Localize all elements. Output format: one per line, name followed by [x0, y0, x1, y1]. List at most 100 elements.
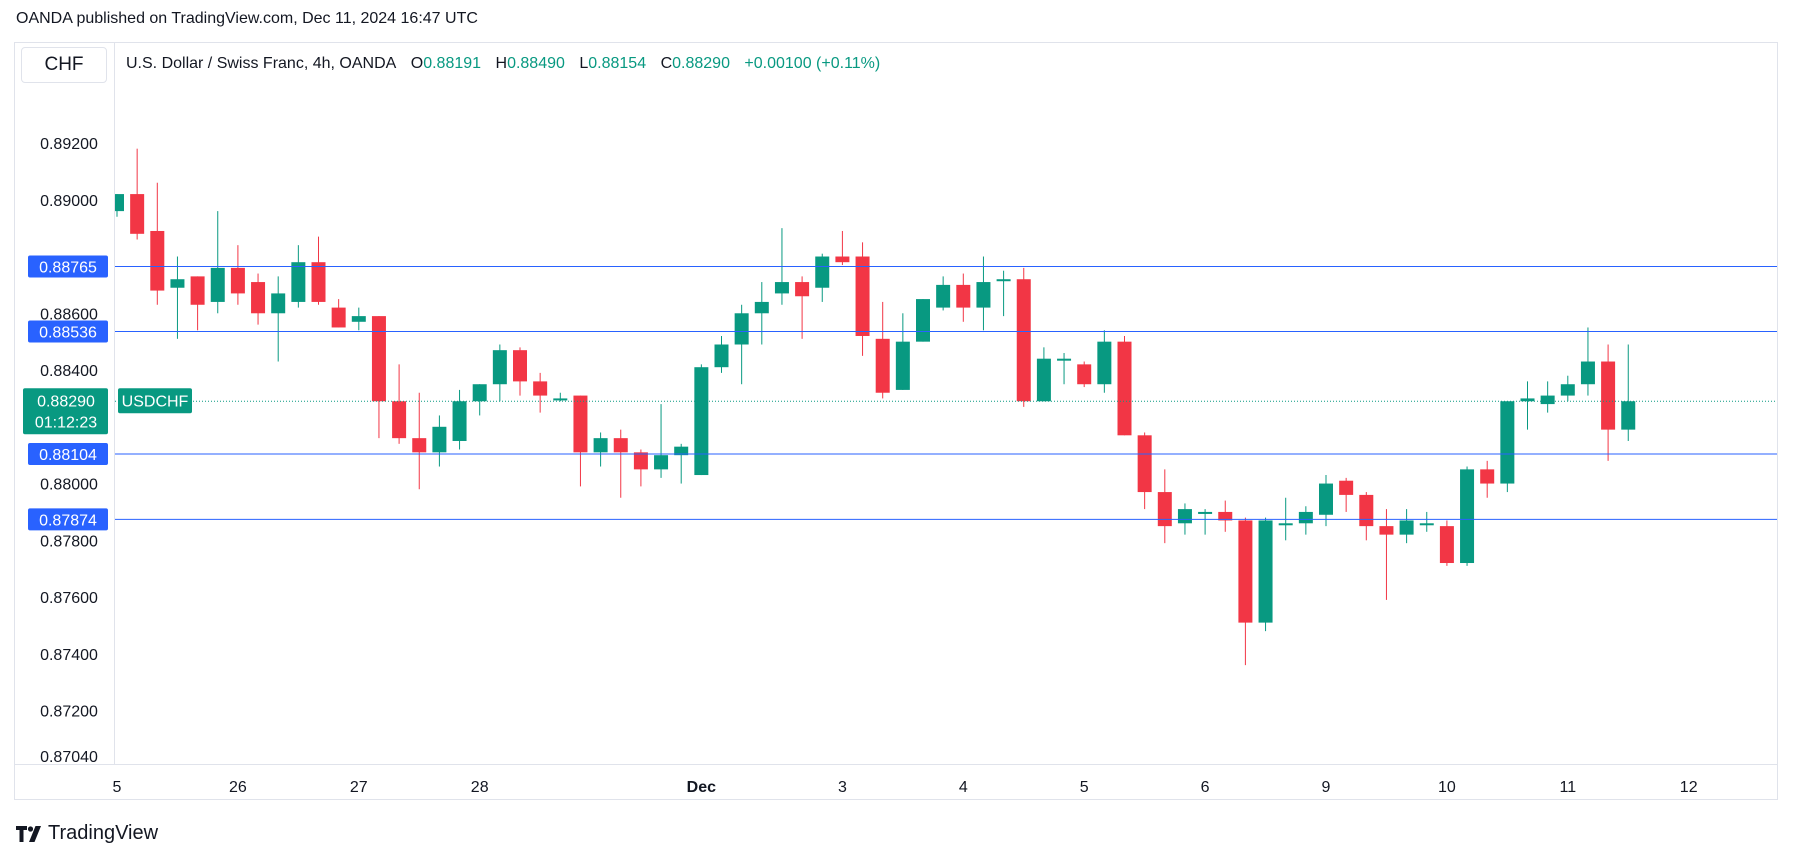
candle [1198, 509, 1213, 535]
candle [1359, 492, 1374, 541]
candle [855, 242, 870, 356]
candle [492, 344, 507, 402]
candle-body [1560, 384, 1575, 396]
x-tick-label: 5 [113, 779, 122, 796]
candle-body [1198, 511, 1213, 514]
candle-body [694, 367, 709, 476]
candle-body [1258, 520, 1273, 623]
candle-body [1339, 480, 1354, 495]
candle [1480, 460, 1495, 498]
candle-body [1157, 492, 1172, 527]
level-price-tag [28, 508, 108, 531]
candle-body [855, 256, 870, 336]
y-tick-label: 0.87400 [40, 647, 98, 664]
candle-body [371, 316, 386, 402]
currency-button[interactable]: CHF [21, 47, 107, 83]
candle [1460, 466, 1475, 566]
candle-body [1621, 401, 1636, 430]
x-tick-label: 5 [1080, 779, 1089, 796]
y-tick-label: 0.88000 [40, 477, 98, 494]
y-tick-label: 0.89000 [40, 193, 98, 210]
level-price-tag [28, 443, 108, 466]
candle-body [1580, 361, 1595, 385]
open-label: O [410, 55, 424, 72]
candle-body [1439, 526, 1454, 564]
candle-body [1238, 520, 1253, 623]
candle-body [331, 307, 346, 328]
level-price-label: 0.88104 [39, 447, 97, 464]
x-tick-label: 3 [838, 779, 847, 796]
candle-body [230, 267, 245, 294]
candle-body [1117, 341, 1132, 436]
candle-body [815, 256, 830, 288]
low-value: 0.88154 [588, 55, 647, 72]
candle-body [1097, 341, 1112, 385]
symbol-tag [118, 388, 192, 414]
candle [412, 392, 427, 490]
candle-body [1500, 401, 1515, 484]
last-price-tag [23, 388, 108, 435]
candle [1157, 469, 1172, 544]
candle [150, 182, 165, 305]
candle [1057, 353, 1072, 385]
candle [674, 443, 689, 484]
candle-body [1359, 494, 1374, 527]
change-value: +0.00100 (+0.11%) [744, 55, 881, 72]
candle [533, 372, 548, 413]
x-tick-label: 9 [1322, 779, 1331, 796]
candle-body [916, 299, 930, 342]
candle-body [1399, 520, 1414, 535]
candle [916, 299, 930, 342]
candle-body [996, 279, 1011, 282]
candle [1520, 381, 1535, 430]
tradingview-logo-icon [16, 825, 41, 842]
candle-body [150, 230, 165, 291]
candle-body [734, 313, 749, 345]
x-tick-label: 6 [1201, 779, 1210, 796]
candle [1137, 432, 1152, 510]
published-header: OANDA published on TradingView.com, Dec … [16, 10, 478, 27]
candle-body [593, 438, 608, 453]
x-tick-label: 27 [350, 779, 368, 796]
candle-body [452, 401, 467, 441]
candle-body [1601, 361, 1616, 430]
candle [190, 276, 205, 331]
candle-body [976, 282, 991, 308]
low-label: L [579, 55, 589, 72]
candle-body [1137, 435, 1152, 493]
candle-body [432, 426, 447, 453]
candle [815, 253, 830, 302]
candle [1500, 401, 1515, 493]
x-tick-label: 11 [1559, 779, 1576, 796]
candle [1540, 381, 1555, 413]
candle [1621, 344, 1636, 441]
candle [1258, 517, 1273, 632]
candle-body [513, 350, 527, 382]
candle [115, 194, 124, 217]
candle [291, 245, 306, 308]
tradingview-footer[interactable]: TradingView [16, 822, 158, 845]
candle [633, 449, 648, 487]
candle-body [311, 262, 326, 302]
candle [835, 230, 850, 266]
candle-body [553, 398, 568, 401]
candle-body [412, 438, 427, 453]
candle [714, 335, 729, 373]
candle [654, 404, 669, 478]
candle-body [1057, 358, 1072, 361]
symbol-title: U.S. Dollar / Swiss Franc, 4h, OANDA [126, 55, 397, 72]
open-value: 0.88191 [423, 55, 482, 72]
candle-body [1278, 523, 1293, 526]
high-value: 0.88490 [507, 55, 565, 72]
candle [976, 256, 991, 331]
x-tick-label: 4 [959, 779, 968, 796]
candle [895, 313, 910, 390]
level-price-label: 0.88765 [39, 259, 97, 276]
level-price-label: 0.87874 [39, 512, 97, 529]
close-label: C [660, 55, 673, 72]
symbol-tag-label: USDCHF [122, 393, 189, 410]
candle-body [472, 384, 487, 402]
candle [452, 389, 467, 450]
candle [130, 148, 145, 240]
